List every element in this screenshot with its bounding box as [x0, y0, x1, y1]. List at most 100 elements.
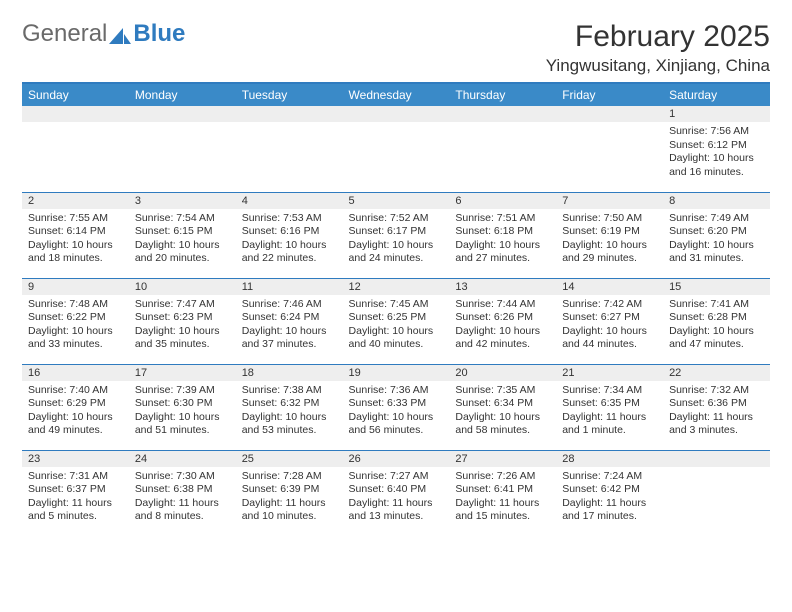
daylight-line: Daylight: 10 hours and 49 minutes.: [28, 411, 123, 438]
calendar-day-cell: 15Sunrise: 7:41 AMSunset: 6:28 PMDayligh…: [663, 278, 770, 364]
day-number: [129, 106, 236, 122]
day-number: 3: [129, 193, 236, 209]
sunset-line: Sunset: 6:26 PM: [455, 311, 550, 325]
day-number: 27: [449, 451, 556, 467]
day-details: Sunrise: 7:52 AMSunset: 6:17 PMDaylight:…: [343, 209, 450, 271]
sunset-line: Sunset: 6:42 PM: [562, 483, 657, 497]
day-number: 13: [449, 279, 556, 295]
day-number: 10: [129, 279, 236, 295]
day-number: 14: [556, 279, 663, 295]
sunset-line: Sunset: 6:12 PM: [669, 139, 764, 153]
sunset-line: Sunset: 6:41 PM: [455, 483, 550, 497]
calendar-week-row: 9Sunrise: 7:48 AMSunset: 6:22 PMDaylight…: [22, 278, 770, 364]
day-details: Sunrise: 7:24 AMSunset: 6:42 PMDaylight:…: [556, 467, 663, 529]
header: General Blue February 2025 Yingwusitang,…: [22, 20, 770, 76]
sunrise-line: Sunrise: 7:35 AM: [455, 384, 550, 398]
weekday-header: Thursday: [449, 84, 556, 106]
sunrise-line: Sunrise: 7:46 AM: [242, 298, 337, 312]
calendar-day-cell: 25Sunrise: 7:28 AMSunset: 6:39 PMDayligh…: [236, 450, 343, 536]
day-number: 26: [343, 451, 450, 467]
calendar-week-row: 23Sunrise: 7:31 AMSunset: 6:37 PMDayligh…: [22, 450, 770, 536]
title-block: February 2025 Yingwusitang, Xinjiang, Ch…: [546, 20, 770, 76]
sunset-line: Sunset: 6:18 PM: [455, 225, 550, 239]
day-number: 15: [663, 279, 770, 295]
calendar-day-cell: 10Sunrise: 7:47 AMSunset: 6:23 PMDayligh…: [129, 278, 236, 364]
sunset-line: Sunset: 6:15 PM: [135, 225, 230, 239]
calendar-day-cell: 6Sunrise: 7:51 AMSunset: 6:18 PMDaylight…: [449, 192, 556, 278]
day-details: Sunrise: 7:39 AMSunset: 6:30 PMDaylight:…: [129, 381, 236, 443]
sunset-line: Sunset: 6:38 PM: [135, 483, 230, 497]
calendar-day-cell: [129, 106, 236, 192]
calendar-day-cell: 12Sunrise: 7:45 AMSunset: 6:25 PMDayligh…: [343, 278, 450, 364]
daylight-line: Daylight: 10 hours and 51 minutes.: [135, 411, 230, 438]
daylight-line: Daylight: 10 hours and 47 minutes.: [669, 325, 764, 352]
calendar-day-cell: [343, 106, 450, 192]
day-details: Sunrise: 7:30 AMSunset: 6:38 PMDaylight:…: [129, 467, 236, 529]
day-number: [22, 106, 129, 122]
daylight-line: Daylight: 11 hours and 10 minutes.: [242, 497, 337, 524]
daylight-line: Daylight: 11 hours and 8 minutes.: [135, 497, 230, 524]
daylight-line: Daylight: 10 hours and 31 minutes.: [669, 239, 764, 266]
day-details: Sunrise: 7:28 AMSunset: 6:39 PMDaylight:…: [236, 467, 343, 529]
sunrise-line: Sunrise: 7:41 AM: [669, 298, 764, 312]
sunset-line: Sunset: 6:27 PM: [562, 311, 657, 325]
weekday-header: Friday: [556, 84, 663, 106]
daylight-line: Daylight: 10 hours and 58 minutes.: [455, 411, 550, 438]
day-number: 22: [663, 365, 770, 381]
sunset-line: Sunset: 6:37 PM: [28, 483, 123, 497]
daylight-line: Daylight: 11 hours and 1 minute.: [562, 411, 657, 438]
daylight-line: Daylight: 11 hours and 17 minutes.: [562, 497, 657, 524]
calendar-week-row: 1Sunrise: 7:56 AMSunset: 6:12 PMDaylight…: [22, 106, 770, 192]
sunset-line: Sunset: 6:14 PM: [28, 225, 123, 239]
month-title: February 2025: [546, 20, 770, 54]
calendar-day-cell: 14Sunrise: 7:42 AMSunset: 6:27 PMDayligh…: [556, 278, 663, 364]
calendar-day-cell: [663, 450, 770, 536]
day-number: [343, 106, 450, 122]
day-details: Sunrise: 7:51 AMSunset: 6:18 PMDaylight:…: [449, 209, 556, 271]
logo-sail-icon: [109, 25, 131, 43]
day-number: 5: [343, 193, 450, 209]
day-details: Sunrise: 7:34 AMSunset: 6:35 PMDaylight:…: [556, 381, 663, 443]
sunrise-line: Sunrise: 7:39 AM: [135, 384, 230, 398]
day-details: Sunrise: 7:38 AMSunset: 6:32 PMDaylight:…: [236, 381, 343, 443]
daylight-line: Daylight: 10 hours and 29 minutes.: [562, 239, 657, 266]
calendar-day-cell: 1Sunrise: 7:56 AMSunset: 6:12 PMDaylight…: [663, 106, 770, 192]
calendar-day-cell: 19Sunrise: 7:36 AMSunset: 6:33 PMDayligh…: [343, 364, 450, 450]
calendar-day-cell: 2Sunrise: 7:55 AMSunset: 6:14 PMDaylight…: [22, 192, 129, 278]
sunrise-line: Sunrise: 7:53 AM: [242, 212, 337, 226]
daylight-line: Daylight: 10 hours and 53 minutes.: [242, 411, 337, 438]
sunrise-line: Sunrise: 7:34 AM: [562, 384, 657, 398]
calendar-day-cell: 28Sunrise: 7:24 AMSunset: 6:42 PMDayligh…: [556, 450, 663, 536]
daylight-line: Daylight: 10 hours and 35 minutes.: [135, 325, 230, 352]
day-number: 24: [129, 451, 236, 467]
calendar-day-cell: 18Sunrise: 7:38 AMSunset: 6:32 PMDayligh…: [236, 364, 343, 450]
daylight-line: Daylight: 10 hours and 18 minutes.: [28, 239, 123, 266]
daylight-line: Daylight: 11 hours and 3 minutes.: [669, 411, 764, 438]
day-number: 4: [236, 193, 343, 209]
calendar-day-cell: 21Sunrise: 7:34 AMSunset: 6:35 PMDayligh…: [556, 364, 663, 450]
sunrise-line: Sunrise: 7:44 AM: [455, 298, 550, 312]
day-details: Sunrise: 7:45 AMSunset: 6:25 PMDaylight:…: [343, 295, 450, 357]
calendar-day-cell: 9Sunrise: 7:48 AMSunset: 6:22 PMDaylight…: [22, 278, 129, 364]
calendar-day-cell: [556, 106, 663, 192]
sunset-line: Sunset: 6:16 PM: [242, 225, 337, 239]
sunset-line: Sunset: 6:22 PM: [28, 311, 123, 325]
calendar-week-row: 2Sunrise: 7:55 AMSunset: 6:14 PMDaylight…: [22, 192, 770, 278]
logo-text-general: General: [22, 20, 107, 48]
sunrise-line: Sunrise: 7:52 AM: [349, 212, 444, 226]
calendar-day-cell: 27Sunrise: 7:26 AMSunset: 6:41 PMDayligh…: [449, 450, 556, 536]
sunrise-line: Sunrise: 7:30 AM: [135, 470, 230, 484]
sunset-line: Sunset: 6:19 PM: [562, 225, 657, 239]
sunrise-line: Sunrise: 7:36 AM: [349, 384, 444, 398]
day-number: [449, 106, 556, 122]
sunrise-line: Sunrise: 7:32 AM: [669, 384, 764, 398]
daylight-line: Daylight: 10 hours and 27 minutes.: [455, 239, 550, 266]
calendar-day-cell: 4Sunrise: 7:53 AMSunset: 6:16 PMDaylight…: [236, 192, 343, 278]
day-details: Sunrise: 7:53 AMSunset: 6:16 PMDaylight:…: [236, 209, 343, 271]
day-number: 23: [22, 451, 129, 467]
day-number: [236, 106, 343, 122]
calendar-day-cell: 26Sunrise: 7:27 AMSunset: 6:40 PMDayligh…: [343, 450, 450, 536]
day-details: Sunrise: 7:42 AMSunset: 6:27 PMDaylight:…: [556, 295, 663, 357]
day-details: Sunrise: 7:32 AMSunset: 6:36 PMDaylight:…: [663, 381, 770, 443]
day-details: Sunrise: 7:26 AMSunset: 6:41 PMDaylight:…: [449, 467, 556, 529]
